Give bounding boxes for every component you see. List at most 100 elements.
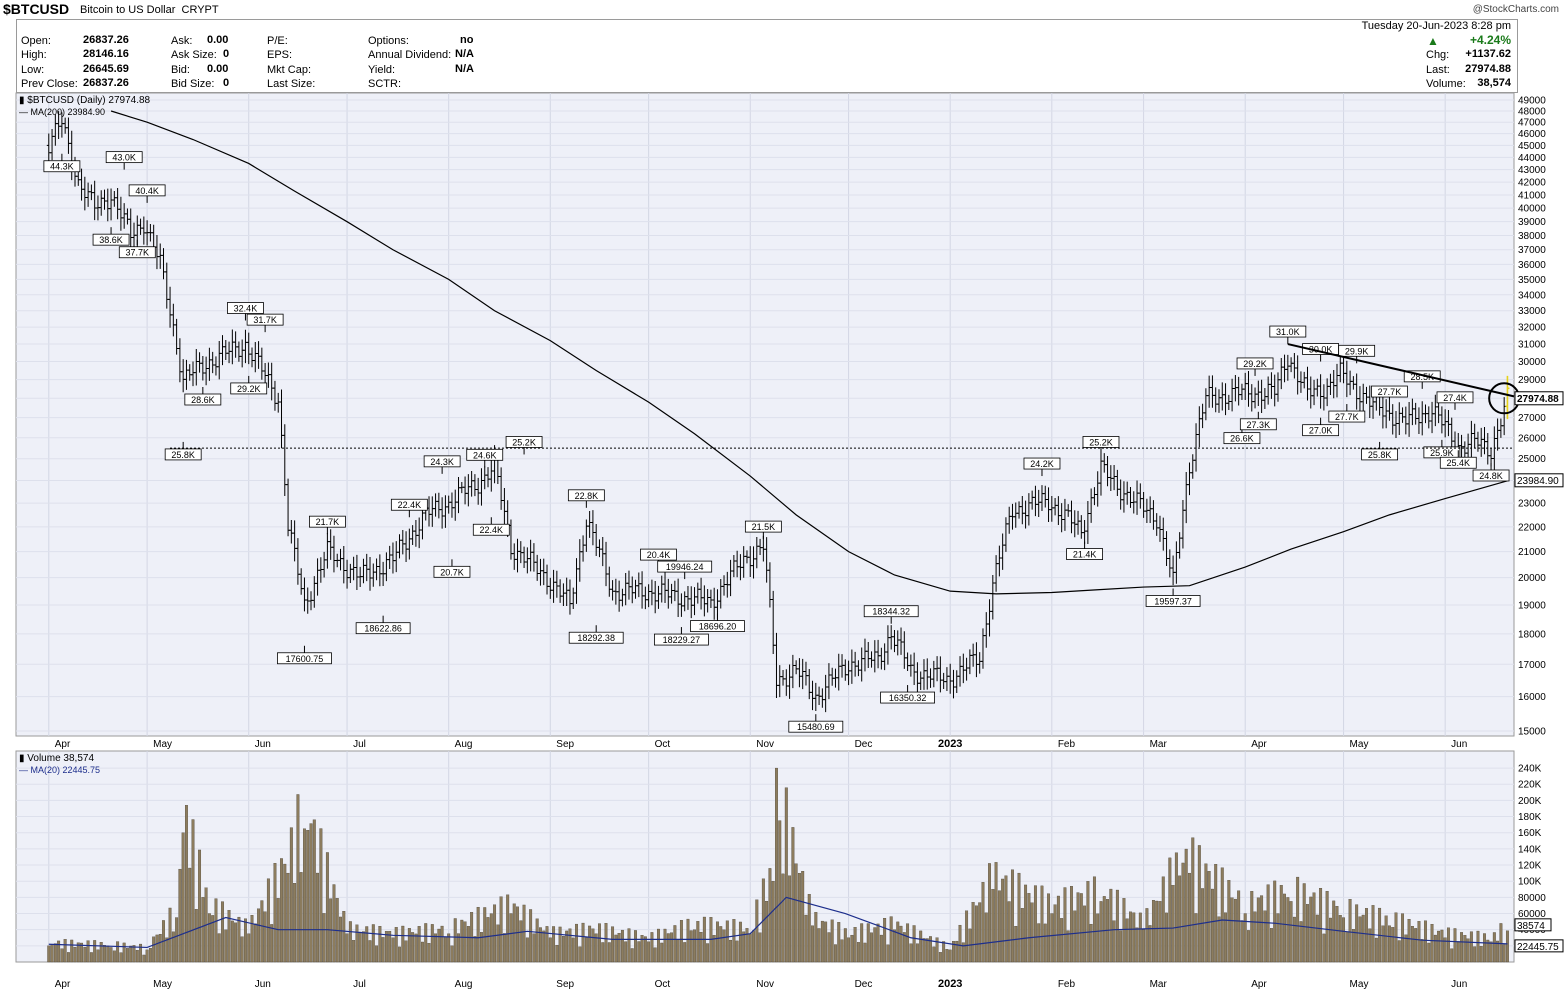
volume-bar	[1361, 914, 1365, 963]
volume-bar	[1345, 931, 1349, 963]
volume-bar	[1469, 931, 1473, 963]
annotation-box	[788, 720, 844, 733]
volume-bar	[224, 929, 228, 963]
volume-bar	[1289, 901, 1293, 963]
volume-bar	[1417, 921, 1421, 963]
volume-bar	[1351, 929, 1355, 963]
volume-bar	[870, 932, 873, 963]
volume-bar	[165, 937, 169, 963]
volume-x-tick: Feb	[1058, 979, 1076, 990]
volume-bar	[653, 947, 657, 963]
volume-bar	[352, 940, 356, 963]
volume-bar	[502, 933, 506, 963]
volume-bar	[1119, 930, 1123, 963]
annotation-label: 25.8K	[1368, 450, 1392, 460]
volume-bar	[935, 937, 939, 963]
volume-bar	[1243, 913, 1247, 963]
annotation-box	[105, 151, 143, 164]
volume-bar	[122, 942, 126, 963]
price-x-tick: Dec	[855, 739, 873, 750]
price-y-tick: 30000	[1518, 357, 1546, 368]
volume-bar	[135, 950, 139, 963]
volume-bar	[919, 930, 923, 963]
volume-bar	[906, 923, 910, 963]
volume-bar	[1502, 944, 1506, 963]
volume-bar	[1492, 932, 1496, 963]
stockcharts-credit: @StockCharts.com	[1472, 4, 1559, 15]
quote-panel: Open: 26837.26 High: 28146.16 Low: 26645…	[16, 19, 1518, 93]
volume-bar	[889, 916, 893, 963]
price-y-tick: 34000	[1518, 290, 1546, 301]
price-y-tick: 27000	[1518, 413, 1546, 424]
volume-bar	[73, 946, 77, 963]
volume-bar	[1240, 920, 1244, 963]
volume-bar	[1102, 896, 1106, 963]
volume-bar	[952, 940, 955, 963]
volume-bar	[614, 934, 618, 963]
volume-bar	[1096, 913, 1100, 963]
annotation-box	[1269, 325, 1307, 338]
volume-bar	[247, 933, 251, 963]
volume-bar	[765, 901, 769, 963]
volume-bar	[1227, 880, 1231, 963]
price-y-tick: 25000	[1518, 454, 1546, 465]
volume-bar	[722, 929, 726, 963]
volume-bar	[378, 926, 382, 963]
volume-ma-tag	[1514, 939, 1564, 953]
volume-bar	[158, 934, 162, 963]
chart-header: $BTCUSD Bitcoin to US Dollar CRYPT @Stoc…	[0, 0, 1565, 19]
annotation-label: 24.2K	[1030, 459, 1054, 469]
volume-ma-legend-label: — MA(20) 22445.75	[19, 765, 100, 775]
volume-bar	[1424, 920, 1427, 963]
price-y-tick: 40000	[1518, 204, 1546, 215]
volume-bar	[463, 921, 467, 963]
volume-bar	[230, 920, 234, 963]
price-x-tick: May	[153, 739, 172, 750]
bid-value: 0.00	[207, 63, 229, 75]
chg-label: Chg:	[1426, 49, 1450, 61]
annotation-label: 38.6K	[99, 235, 123, 245]
volume-bar	[1483, 933, 1486, 963]
volume-bar	[1384, 915, 1388, 963]
annotation-box	[227, 302, 264, 314]
volume-bar	[716, 921, 719, 963]
annotation-box	[309, 515, 346, 528]
annotation-label: 20.4K	[647, 550, 671, 560]
volume-bar	[522, 904, 526, 963]
volume-bar	[53, 943, 57, 963]
volume-bar	[1450, 948, 1454, 963]
ask-label: Ask:	[171, 35, 193, 47]
volume-bar	[96, 949, 100, 963]
volume-bar	[257, 908, 261, 963]
price-x-tick: Aug	[455, 739, 473, 750]
annotation-label: 29.9K	[1345, 346, 1369, 356]
volume-bar	[1237, 890, 1241, 963]
volume-bar	[1292, 916, 1296, 963]
volume-bar	[1332, 900, 1336, 963]
annotation-box	[164, 448, 202, 461]
volume-bar	[391, 937, 395, 963]
annotation-box	[472, 523, 510, 536]
sctr-label: SCTR:	[368, 78, 401, 90]
annotation-box	[390, 498, 428, 511]
volume-y-tick: 180K	[1518, 812, 1542, 823]
annotation-label: 29.2K	[1243, 359, 1267, 369]
volume-bar	[1446, 927, 1450, 963]
volume-bar	[679, 920, 683, 963]
volume-bar	[637, 941, 641, 963]
volume-bar	[191, 819, 195, 963]
volume-bar	[689, 930, 693, 963]
volume-bar	[103, 945, 106, 963]
volume-x-tick: Oct	[655, 979, 671, 990]
volume-bar	[1060, 918, 1064, 963]
volume-bar	[1197, 845, 1201, 963]
volume-bar	[1056, 895, 1060, 963]
volume-bar	[775, 767, 778, 963]
volume-bar	[1273, 880, 1277, 963]
last-value: 27974.88	[1465, 63, 1511, 75]
volume-bar	[286, 872, 290, 963]
volume-bar	[725, 920, 729, 963]
volume-bar	[1076, 892, 1080, 963]
volume-bar	[493, 904, 497, 963]
volume-bar	[1365, 908, 1368, 963]
